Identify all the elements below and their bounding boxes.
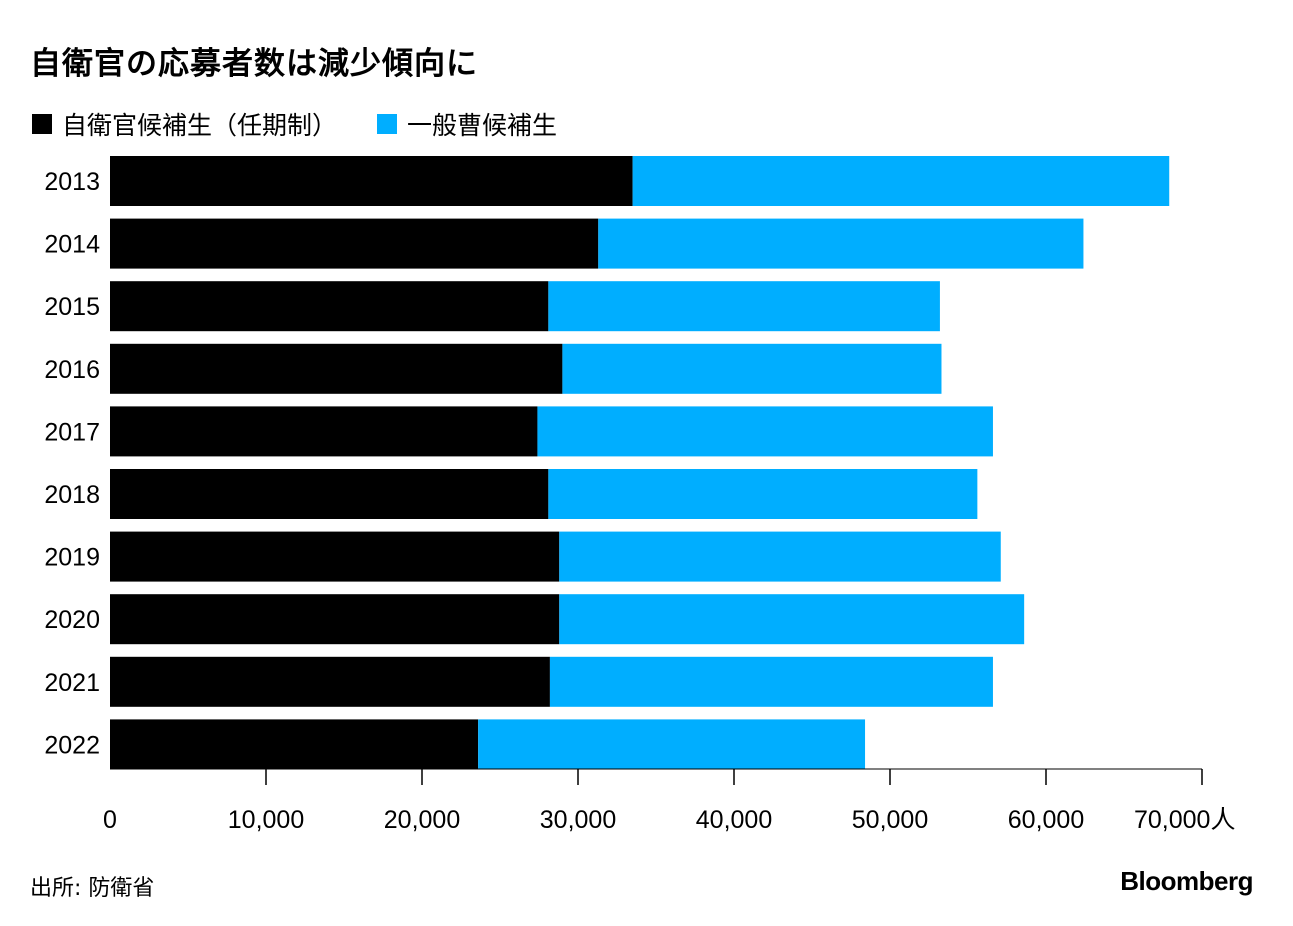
- bar-2021-series-1: [110, 656, 550, 707]
- bar-2014-series-2: [598, 218, 1084, 269]
- x-tick-label: 60,000: [1008, 806, 1084, 834]
- bar-2015-series-1: [110, 281, 549, 332]
- x-tick-label: 40,000: [696, 806, 772, 834]
- legend-swatch: [377, 114, 398, 134]
- y-tick-label: 2020: [44, 606, 100, 634]
- bar-2018-series-2: [548, 469, 978, 519]
- bar-2022-series-2: [478, 719, 866, 770]
- y-tick-label: 2018: [44, 481, 100, 509]
- y-tick-label: 2019: [44, 544, 100, 572]
- y-tick-label: 2021: [44, 669, 100, 697]
- x-tick-label: 0: [103, 806, 117, 834]
- y-tick-label: 2022: [44, 731, 100, 759]
- y-tick-label: 2014: [44, 231, 100, 259]
- x-tick-label: 30,000: [540, 806, 616, 834]
- legend-item-series-2: 一般曹候補生: [377, 106, 557, 142]
- bar-2020-series-2: [559, 594, 1025, 645]
- bar-2015-series-2: [548, 281, 940, 332]
- bar-2013-series-2: [632, 156, 1170, 206]
- bar-2021-series-2: [549, 656, 993, 707]
- bar-2020-series-1: [110, 594, 560, 645]
- bar-2017-series-2: [537, 406, 993, 457]
- bar-2014-series-1: [110, 218, 599, 269]
- legend-item-series-1: 自衛官候補生（任期制）: [32, 106, 337, 142]
- y-tick-label: 2017: [44, 418, 100, 446]
- chart-title: 自衛官の応募者数は減少傾向に: [30, 46, 478, 82]
- bloomberg-logo: Bloomberg: [1120, 866, 1253, 896]
- legend-swatch: [32, 114, 52, 134]
- x-tick-label: 10,000: [228, 806, 304, 834]
- bar-2013-series-1: [110, 156, 633, 206]
- source-note: 出所: 防衛省: [30, 876, 155, 901]
- x-tick-label: 50,000: [852, 806, 928, 834]
- bar-2016-series-2: [562, 343, 942, 394]
- x-tick-label: 20,000: [384, 806, 460, 834]
- bar-2022-series-1: [110, 719, 479, 770]
- bar-2019-series-1: [110, 531, 560, 582]
- y-tick-label: 2015: [44, 293, 100, 321]
- legend: 自衛官候補生（任期制） 一般曹候補生: [32, 106, 597, 142]
- legend-label: 一般曹候補生: [407, 111, 558, 140]
- legend-label: 自衛官候補生（任期制）: [62, 111, 338, 140]
- bar-2018-series-1: [110, 469, 549, 519]
- bar-2017-series-1: [110, 406, 538, 457]
- bar-2019-series-2: [559, 531, 1001, 582]
- x-tick-label: 70,000人: [1134, 806, 1235, 834]
- bar-2016-series-1: [110, 343, 563, 394]
- y-tick-label: 2016: [44, 356, 100, 384]
- y-tick-label: 2013: [44, 168, 100, 196]
